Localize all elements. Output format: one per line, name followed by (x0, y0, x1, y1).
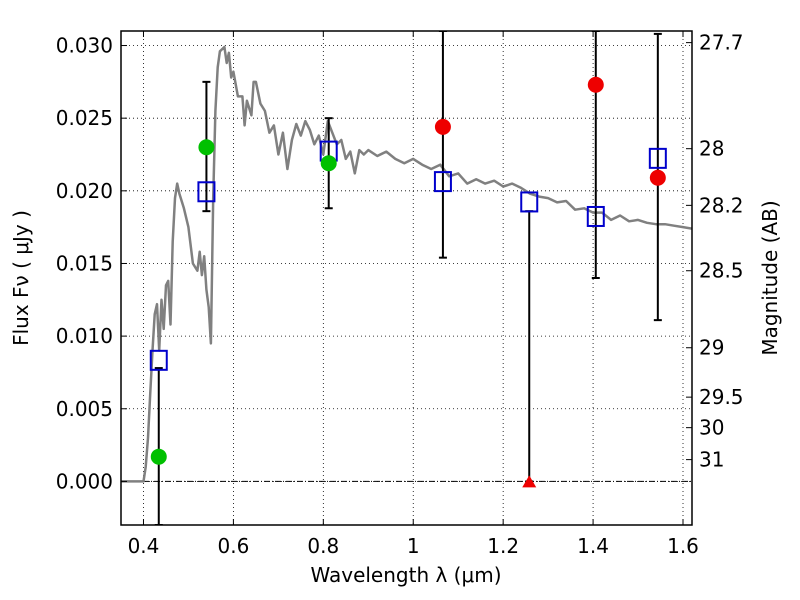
data-point-square (520, 191, 539, 213)
data-point-triangle (522, 475, 537, 488)
data-point-square (197, 181, 216, 203)
ticks (121, 31, 692, 525)
data-point-square (433, 171, 452, 193)
right-tick-label: 31 (699, 448, 724, 472)
x-tick-label: 1.2 (487, 534, 519, 558)
x-tick-label: 0.8 (307, 534, 339, 558)
plot-frame (120, 30, 693, 526)
y-tick-label: 0.025 (56, 106, 113, 130)
right-tick-label: 29 (699, 336, 724, 360)
x-tick-label: 1.6 (667, 534, 699, 558)
y-tick-label: 0.010 (56, 324, 113, 348)
template-spectrum-line (121, 45, 692, 483)
y-tick-label: 0.000 (56, 469, 113, 493)
right-axis-title: Magnitude (AB) (758, 200, 782, 355)
y-tick-label: 0.020 (56, 179, 113, 203)
y-tick-label: 0.015 (56, 251, 113, 275)
data-point-square (586, 205, 605, 227)
y-tick-label: 0.005 (56, 397, 113, 421)
y-axis-title: Flux Fν ( μJy ) (9, 210, 33, 346)
right-tick-label: 30 (699, 416, 724, 440)
data-point-circle (198, 139, 215, 156)
y-tick-label: 0.030 (56, 34, 113, 58)
right-tick-label: 28 (699, 137, 724, 161)
data-point-circle (587, 76, 604, 93)
data-point-circle (150, 448, 167, 465)
right-tick-label: 28.2 (699, 193, 744, 217)
right-tick-label: 29.5 (699, 385, 744, 409)
plot-data (121, 31, 692, 525)
data-point-circle (434, 118, 451, 135)
data-point-square (149, 349, 168, 371)
data-point-circle (649, 169, 666, 186)
x-tick-label: 0.4 (128, 534, 160, 558)
tick-labels: 0.4 0.6 0.8 1 1.2 1.4 1.6 0.000 0.005 0.010 0.015 0… (56, 31, 744, 558)
x-tick-label: 1.4 (577, 534, 609, 558)
x-tick-label: 1 (407, 534, 420, 558)
data-point-square (648, 147, 667, 169)
x-axis-title: Wavelength λ (μm) (310, 563, 501, 587)
right-tick-label: 28.5 (699, 259, 744, 283)
right-tick-label: 27.7 (699, 31, 744, 55)
x-tick-label: 0.6 (217, 534, 249, 558)
data-point-circle (320, 155, 337, 172)
